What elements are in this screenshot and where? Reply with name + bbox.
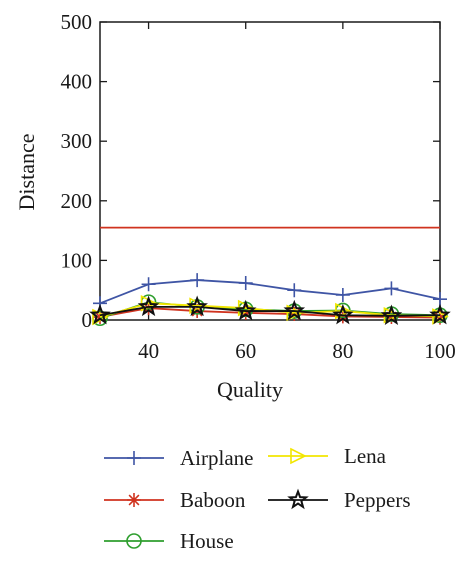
legend-label: House (180, 529, 234, 553)
point-peppers (234, 299, 257, 321)
legend-item-house: House (104, 529, 234, 553)
point-airplane (141, 277, 156, 292)
point-baboon (141, 301, 156, 316)
series-line-peppers (99, 305, 441, 317)
x-axis-label: Quality (217, 377, 283, 402)
x-tick-label: 80 (332, 339, 353, 363)
point-airplane (335, 287, 350, 302)
y-tick-label: 100 (61, 248, 93, 272)
legend-marker (127, 493, 141, 507)
x-tick-label: 40 (138, 339, 159, 363)
legend-label: Baboon (180, 488, 246, 512)
legend-item-airplane: Airplane (104, 446, 253, 470)
legend-marker (290, 447, 307, 465)
legend-label: Lena (344, 444, 387, 468)
legend-marker (287, 488, 309, 510)
point-baboon (238, 305, 253, 320)
point-peppers (89, 303, 111, 325)
point-baboon (384, 310, 399, 325)
plot-area (99, 21, 441, 321)
point-airplane (287, 283, 302, 298)
axis-ticks (100, 21, 441, 321)
legend-marker (127, 451, 141, 465)
series-peppers (89, 295, 451, 326)
x-tick-label: 100 (424, 339, 456, 363)
point-airplane (190, 273, 205, 288)
series-line-airplane (99, 279, 441, 305)
point-peppers (429, 303, 451, 325)
point-peppers (332, 303, 354, 325)
legend-item-lena: Lena (268, 444, 387, 468)
point-peppers (137, 295, 160, 317)
legend: Airplane Baboon House Lena Peppers (104, 444, 411, 553)
x-tick-label: 60 (235, 339, 256, 363)
legend-label: Peppers (344, 488, 411, 512)
point-peppers (283, 299, 306, 321)
point-peppers (186, 295, 208, 317)
point-lena (92, 308, 109, 326)
y-tick-label: 0 (82, 308, 93, 332)
series-layer (89, 226, 451, 327)
y-tick-label: 200 (61, 189, 93, 213)
point-airplane (433, 292, 447, 307)
y-tick-label: 300 (61, 129, 93, 153)
point-peppers (380, 304, 403, 326)
point-baboon (335, 309, 350, 324)
legend-label: Airplane (180, 446, 253, 470)
point-airplane (384, 281, 399, 296)
legend-item-peppers: Peppers (268, 488, 411, 512)
y-tick-label: 500 (61, 10, 93, 34)
tick-labels: 0 100 200 300 400 500 40 60 80 100 (61, 10, 456, 363)
legend-marker (126, 533, 142, 549)
y-tick-label: 400 (61, 70, 93, 94)
legend-item-baboon: Baboon (104, 488, 246, 512)
y-axis-label: Distance (14, 134, 39, 211)
point-lena (286, 304, 304, 322)
series-line-baboon (99, 307, 441, 319)
point-airplane (238, 276, 253, 291)
plot-frame (99, 21, 441, 321)
